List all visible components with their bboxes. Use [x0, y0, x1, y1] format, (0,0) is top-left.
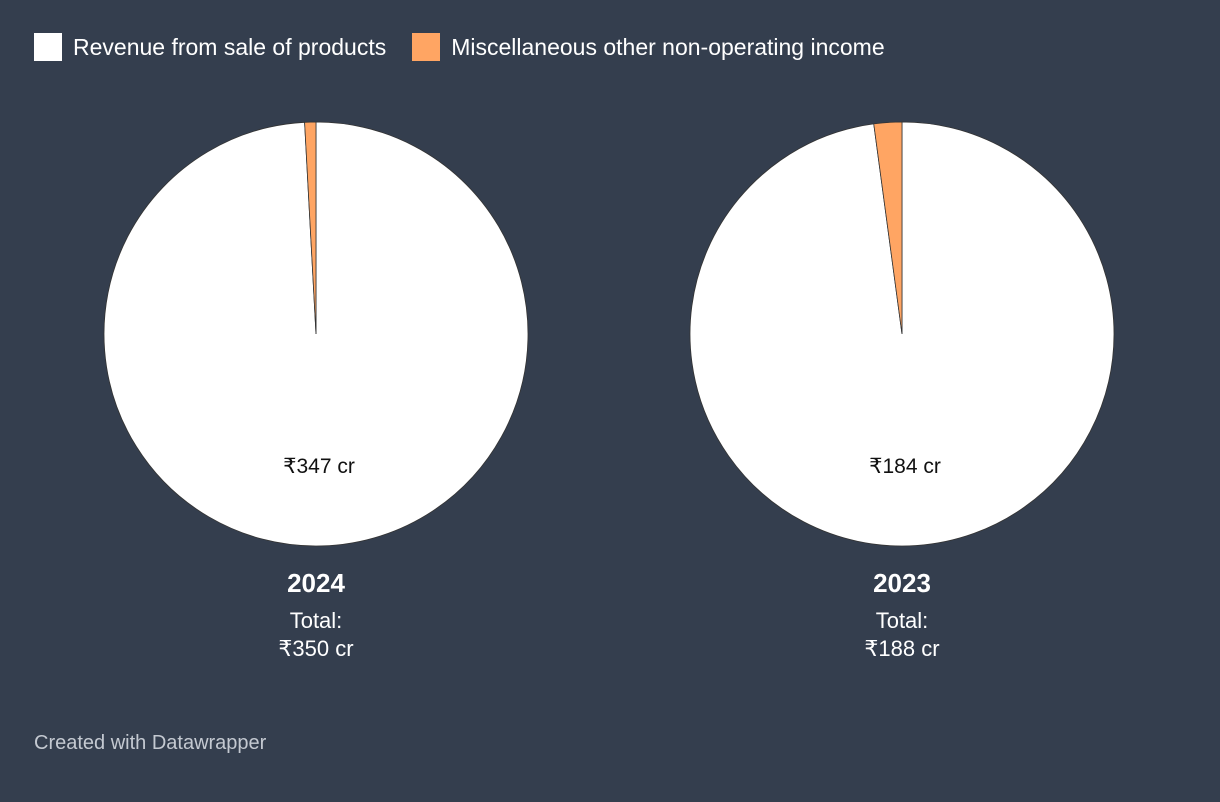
footer-credit: Created with Datawrapper — [34, 732, 267, 754]
pie-chart-2024: ₹347 cr 2024 Total: ₹350 cr — [103, 121, 529, 661]
total-caption-2023: Total: — [876, 608, 929, 633]
legend-swatch-revenue — [34, 33, 62, 61]
legend-item-revenue: Revenue from sale of products — [34, 33, 386, 61]
total-value-2024: ₹350 cr — [278, 636, 353, 661]
slice-label-2024: ₹347 cr — [283, 455, 355, 478]
total-value-2023: ₹188 cr — [864, 636, 939, 661]
legend-label-misc-income: Miscellaneous other non-operating income — [451, 34, 885, 60]
pie-title-2024: 2024 — [287, 568, 345, 598]
legend-swatch-misc-income — [412, 33, 441, 61]
pie-slice-2024-miscellaneous-other-non-operating-income — [304, 121, 317, 335]
pie-slice-2023-miscellaneous-other-non-operating-income — [873, 121, 903, 335]
legend-item-misc-income: Miscellaneous other non-operating income — [412, 33, 885, 61]
legend: Revenue from sale of products Miscellane… — [34, 33, 911, 61]
legend-label-revenue: Revenue from sale of products — [73, 34, 387, 60]
pie-title-2023: 2023 — [873, 568, 931, 598]
total-caption-2024: Total: — [290, 608, 343, 633]
pie-chart-2023: ₹184 cr 2023 Total: ₹188 cr — [689, 121, 1115, 661]
slice-label-2023: ₹184 cr — [869, 455, 941, 478]
